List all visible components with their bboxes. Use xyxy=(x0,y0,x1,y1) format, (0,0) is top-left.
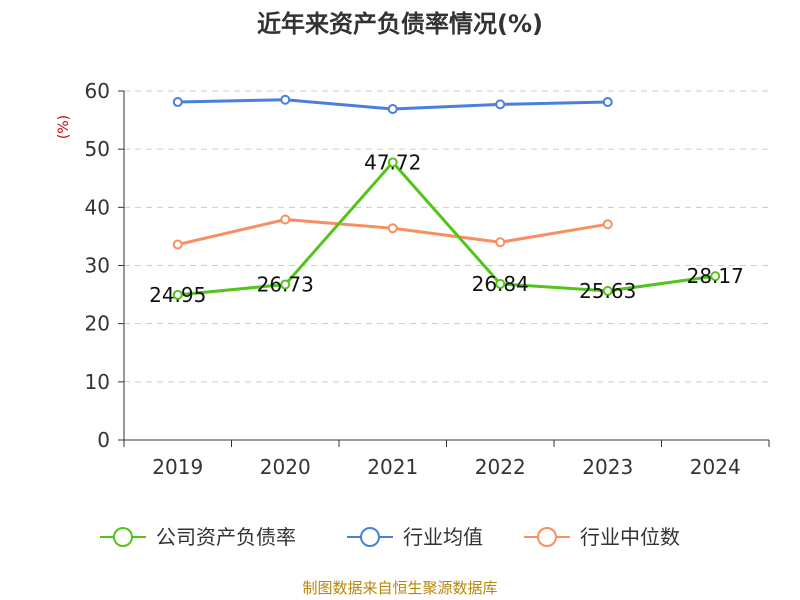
legend: 公司资产负债率 行业均值 行业中位数 xyxy=(100,525,680,549)
y-tick-label: 50 xyxy=(85,137,110,161)
x-tick-label: 2024 xyxy=(690,455,741,479)
data-point xyxy=(495,99,506,110)
data-point xyxy=(387,104,398,115)
y-tick-label: 60 xyxy=(85,79,110,103)
data-label: 26.84 xyxy=(472,272,529,296)
chart-title: 近年来资产负债率情况(%) xyxy=(257,10,543,38)
data-label: 25.63 xyxy=(579,279,636,303)
data-label: 26.73 xyxy=(257,273,314,297)
data-point xyxy=(387,223,398,234)
data-point xyxy=(710,271,721,282)
data-point xyxy=(280,279,291,290)
x-tick-label: 2022 xyxy=(475,455,526,479)
data-label: 24.95 xyxy=(149,283,206,307)
data-labels: 24.95 26.73 47.72 26.84 25.63 28.17 xyxy=(149,150,744,306)
data-point xyxy=(387,157,398,168)
legend-marker-icon xyxy=(360,527,380,547)
series-group xyxy=(172,94,721,300)
x-tick-label: 2023 xyxy=(582,455,633,479)
source-note: 制图数据来自恒生聚源数据库 xyxy=(302,579,497,597)
data-point xyxy=(172,289,183,300)
legend-marker-icon xyxy=(537,527,557,547)
y-tick-label: 10 xyxy=(85,370,110,394)
legend-label: 公司资产负债率 xyxy=(156,525,296,549)
data-label: 47.72 xyxy=(364,150,421,174)
legend-label: 行业均值 xyxy=(403,525,483,549)
data-point xyxy=(172,239,183,250)
y-tick-label: 20 xyxy=(85,312,110,336)
series-line xyxy=(177,160,716,297)
data-point xyxy=(172,97,183,108)
y-axis-unit-label: (%) xyxy=(56,115,72,139)
x-tick-label: 2021 xyxy=(367,455,418,479)
data-point xyxy=(495,237,506,248)
legend-marker-icon xyxy=(113,527,133,547)
data-point xyxy=(280,94,291,105)
y-tick-label: 0 xyxy=(97,428,110,452)
data-point xyxy=(495,278,506,289)
axes: 0 10 20 30 40 50 60 2019 2020 2021 2022 2023 2024 xyxy=(85,79,770,479)
y-tick-label: 40 xyxy=(85,195,110,219)
legend-label: 行业中位数 xyxy=(580,525,680,549)
data-point xyxy=(602,285,613,296)
data-point xyxy=(602,97,613,108)
x-tick-label: 2020 xyxy=(260,455,311,479)
x-tick-label: 2019 xyxy=(152,455,203,479)
y-tick-label: 30 xyxy=(85,254,110,278)
gridlines xyxy=(124,90,769,383)
data-point xyxy=(280,214,291,225)
data-label: 28.17 xyxy=(687,264,744,288)
data-point xyxy=(602,219,613,230)
